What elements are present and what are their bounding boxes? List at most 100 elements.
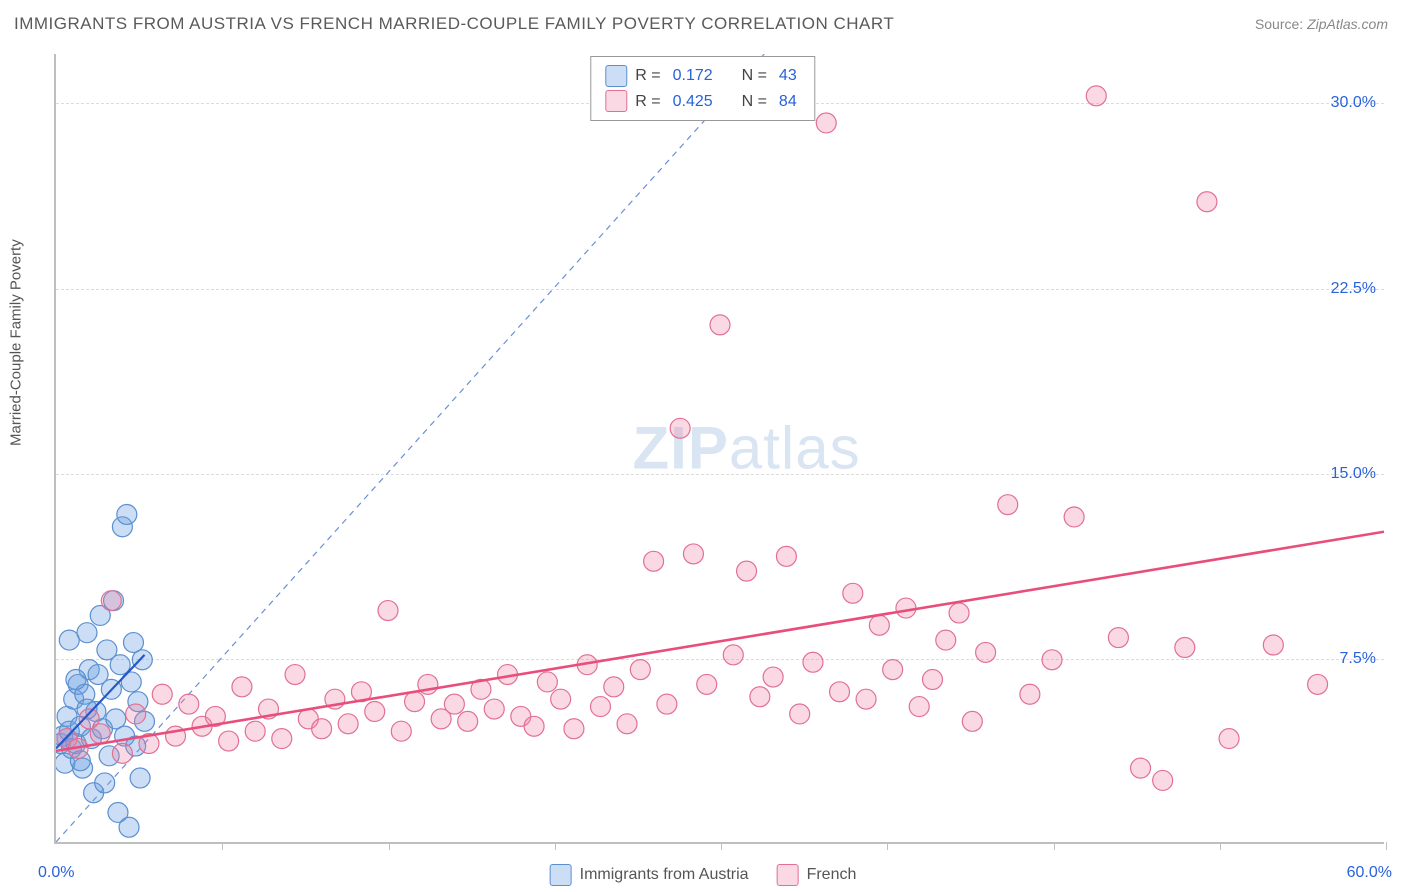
- source-value: ZipAtlas.com: [1307, 16, 1388, 32]
- data-point: [1263, 635, 1283, 655]
- data-point: [391, 721, 411, 741]
- data-point: [949, 603, 969, 623]
- data-point: [1020, 684, 1040, 704]
- data-point: [883, 660, 903, 680]
- data-point: [763, 667, 783, 687]
- data-point: [285, 665, 305, 685]
- data-point: [179, 694, 199, 714]
- stat-R-french: 0.425: [673, 89, 713, 115]
- data-point: [843, 583, 863, 603]
- source-label: Source:: [1255, 16, 1303, 32]
- data-point: [564, 719, 584, 739]
- data-point: [1197, 192, 1217, 212]
- data-point: [737, 561, 757, 581]
- data-point: [95, 773, 115, 793]
- data-point: [1108, 628, 1128, 648]
- data-point: [245, 721, 265, 741]
- data-point: [405, 692, 425, 712]
- data-point: [670, 418, 690, 438]
- data-point: [922, 670, 942, 690]
- stat-N-label: N =: [742, 63, 767, 89]
- bottom-legend: Immigrants from Austria French: [550, 864, 857, 886]
- plot-area: ZIPatlas 7.5%15.0%22.5%30.0%: [54, 54, 1384, 844]
- data-point: [130, 768, 150, 788]
- data-point: [856, 689, 876, 709]
- data-point: [590, 697, 610, 717]
- stats-legend-row-2: R = 0.425 N = 84: [605, 89, 800, 115]
- data-point: [537, 672, 557, 692]
- data-point: [152, 684, 172, 704]
- data-point: [219, 731, 239, 751]
- data-point: [77, 623, 97, 643]
- data-point: [630, 660, 650, 680]
- x-tick: [1220, 842, 1221, 850]
- data-point: [803, 652, 823, 672]
- legend-label-french: French: [807, 866, 857, 884]
- stat-R-austria: 0.172: [673, 63, 713, 89]
- x-tick: [1054, 842, 1055, 850]
- data-point: [90, 724, 110, 744]
- source-attribution: Source: ZipAtlas.com: [1255, 16, 1388, 32]
- stat-R-label: R =: [635, 63, 660, 89]
- stats-legend-row-1: R = 0.172 N = 43: [605, 63, 800, 89]
- data-point: [119, 817, 139, 837]
- data-point: [604, 677, 624, 697]
- data-point: [644, 551, 664, 571]
- data-point: [683, 544, 703, 564]
- x-max-label: 60.0%: [1347, 864, 1392, 882]
- data-point: [896, 598, 916, 618]
- data-point: [1153, 770, 1173, 790]
- x-tick: [555, 842, 556, 850]
- chart-svg: [56, 54, 1384, 842]
- y-axis-label: Married-Couple Family Poverty: [8, 239, 25, 446]
- data-point: [272, 729, 292, 749]
- data-point: [1219, 729, 1239, 749]
- data-point: [869, 615, 889, 635]
- data-point: [790, 704, 810, 724]
- stat-N-french: 84: [779, 89, 797, 115]
- data-point: [1308, 674, 1328, 694]
- data-point: [378, 601, 398, 621]
- stat-R-label: R =: [635, 89, 660, 115]
- x-tick: [887, 842, 888, 850]
- legend-item-french: French: [777, 864, 857, 886]
- data-point: [484, 699, 504, 719]
- data-point: [59, 630, 79, 650]
- data-point: [1042, 650, 1062, 670]
- stat-N-austria: 43: [779, 63, 797, 89]
- x-tick: [222, 842, 223, 850]
- legend-item-austria: Immigrants from Austria: [550, 864, 749, 886]
- data-point: [776, 546, 796, 566]
- data-point: [998, 495, 1018, 515]
- data-point: [1175, 637, 1195, 657]
- data-point: [117, 505, 137, 525]
- chart-title: IMMIGRANTS FROM AUSTRIA VS FRENCH MARRIE…: [14, 14, 894, 34]
- data-point: [830, 682, 850, 702]
- diagonal-reference-line: [56, 54, 764, 842]
- data-point: [1131, 758, 1151, 778]
- x-tick: [721, 842, 722, 850]
- data-point: [697, 674, 717, 694]
- data-point: [66, 670, 86, 690]
- data-point: [551, 689, 571, 709]
- data-point: [750, 687, 770, 707]
- data-point: [657, 694, 677, 714]
- data-point: [962, 711, 982, 731]
- stats-legend: R = 0.172 N = 43 R = 0.425 N = 84: [590, 56, 815, 121]
- data-point: [126, 704, 146, 724]
- data-point: [710, 315, 730, 335]
- data-point: [816, 113, 836, 133]
- x-tick: [389, 842, 390, 850]
- data-point: [458, 711, 478, 731]
- legend-swatch-french: [777, 864, 799, 886]
- stat-N-label: N =: [742, 89, 767, 115]
- data-point: [338, 714, 358, 734]
- data-point: [723, 645, 743, 665]
- data-point: [936, 630, 956, 650]
- data-point: [132, 650, 152, 670]
- data-point: [101, 591, 121, 611]
- data-point: [232, 677, 252, 697]
- data-point: [444, 694, 464, 714]
- data-point: [524, 716, 544, 736]
- x-tick: [1386, 842, 1387, 850]
